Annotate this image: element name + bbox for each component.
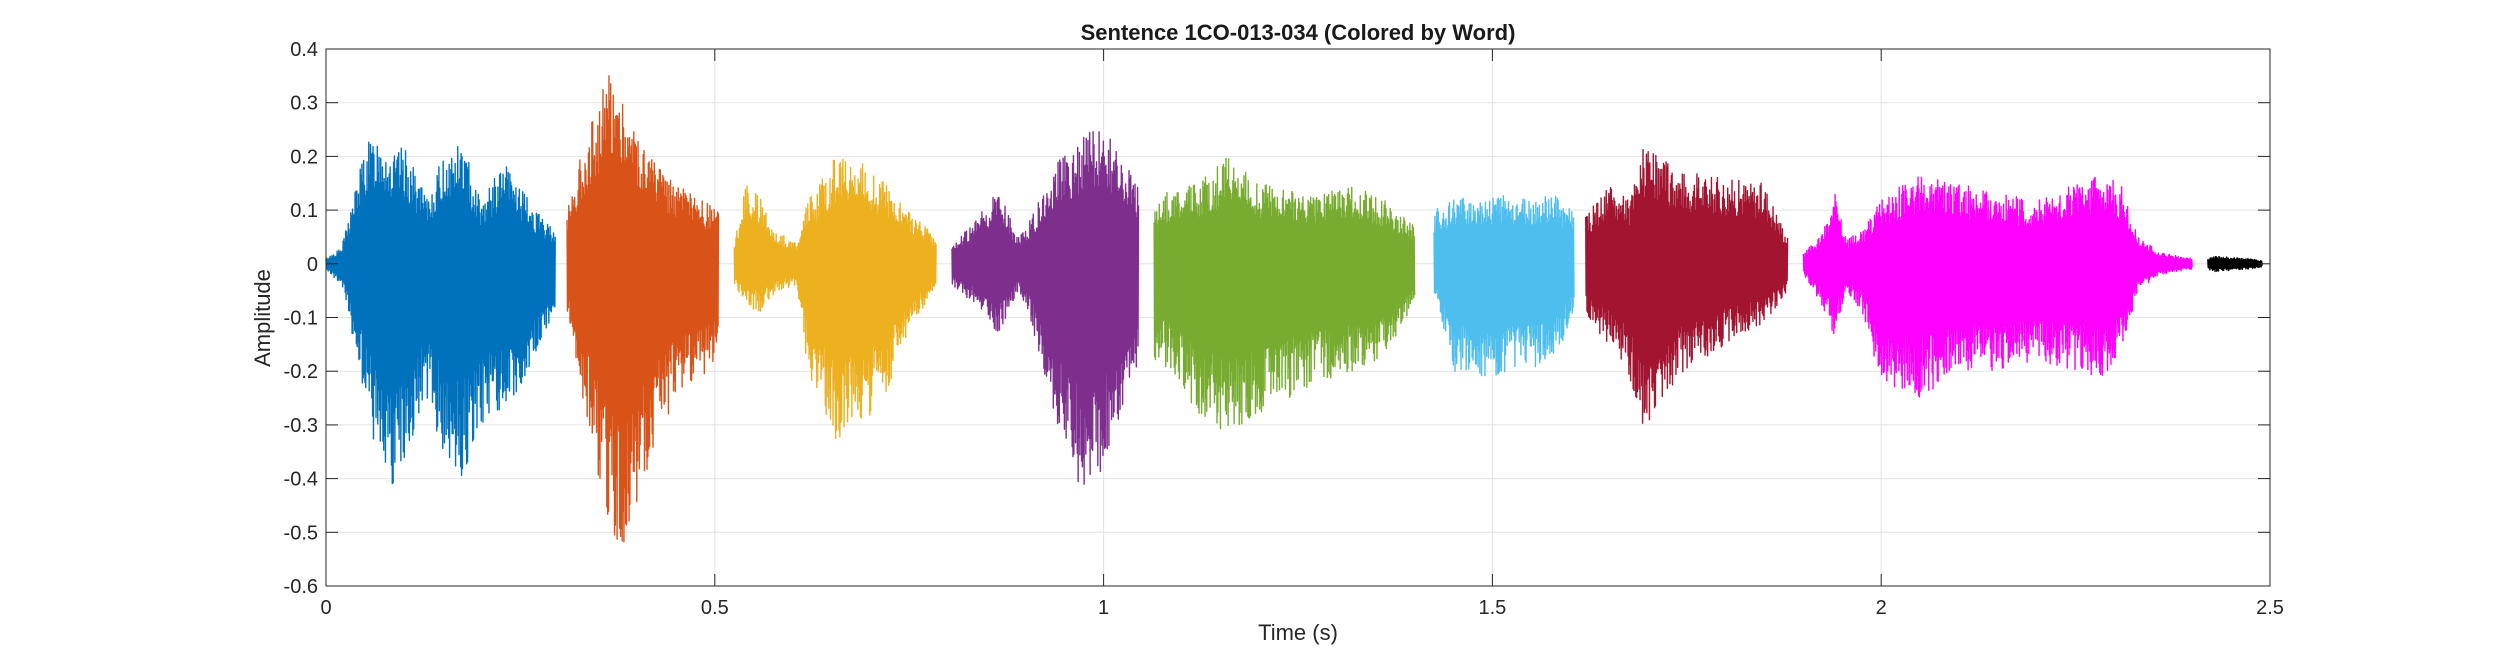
waveform-segment-6: [1433, 195, 1575, 377]
y-tick-label: 0.4: [290, 39, 318, 61]
y-tick-label: 0: [307, 254, 318, 276]
waveform-series: [325, 75, 2263, 543]
y-tick-label: 0.2: [290, 146, 318, 168]
waveform-segment-1: [325, 141, 556, 485]
y-tick-label: 0.1: [290, 200, 318, 222]
x-axis-label: Time (s): [1258, 620, 1338, 645]
y-tick-label: -0.1: [284, 308, 318, 330]
y-tick-label: -0.2: [284, 361, 318, 383]
y-tick-label: -0.6: [284, 576, 318, 598]
waveform-segment-2: [566, 75, 720, 543]
x-tick-label: 1: [1098, 597, 1109, 619]
waveform-segment-7: [1585, 149, 1789, 424]
x-tick-label: 2: [1876, 597, 1887, 619]
y-tick-label: -0.4: [284, 469, 318, 491]
x-axis-ticks: 0 0.5 1 1.5 2 2.5: [320, 49, 2284, 619]
waveform-segment-8: [1802, 176, 2193, 398]
waveform-segment-9: [2207, 255, 2263, 273]
x-tick-label: 0.5: [701, 597, 729, 619]
x-tick-label: 0: [320, 597, 331, 619]
waveform-segment-3: [733, 158, 937, 440]
y-axis-ticks: -0.6 -0.5 -0.4 -0.3 -0.2 -0.1 0 0.1 0.2 0.3 0.4: [284, 39, 2270, 598]
x-tick-label: 1.5: [1478, 597, 1506, 619]
y-axis-label: Amplitude: [250, 269, 275, 367]
chart-title: Sentence 1CO-013-034 (Colored by Word): [1081, 20, 1516, 45]
waveform-segment-5: [1153, 157, 1416, 430]
waveform-segment-4: [951, 131, 1140, 485]
y-tick-label: -0.5: [284, 522, 318, 544]
y-tick-label: 0.3: [290, 93, 318, 115]
x-tick-label: 2.5: [2256, 597, 2284, 619]
y-tick-label: -0.3: [284, 415, 318, 437]
